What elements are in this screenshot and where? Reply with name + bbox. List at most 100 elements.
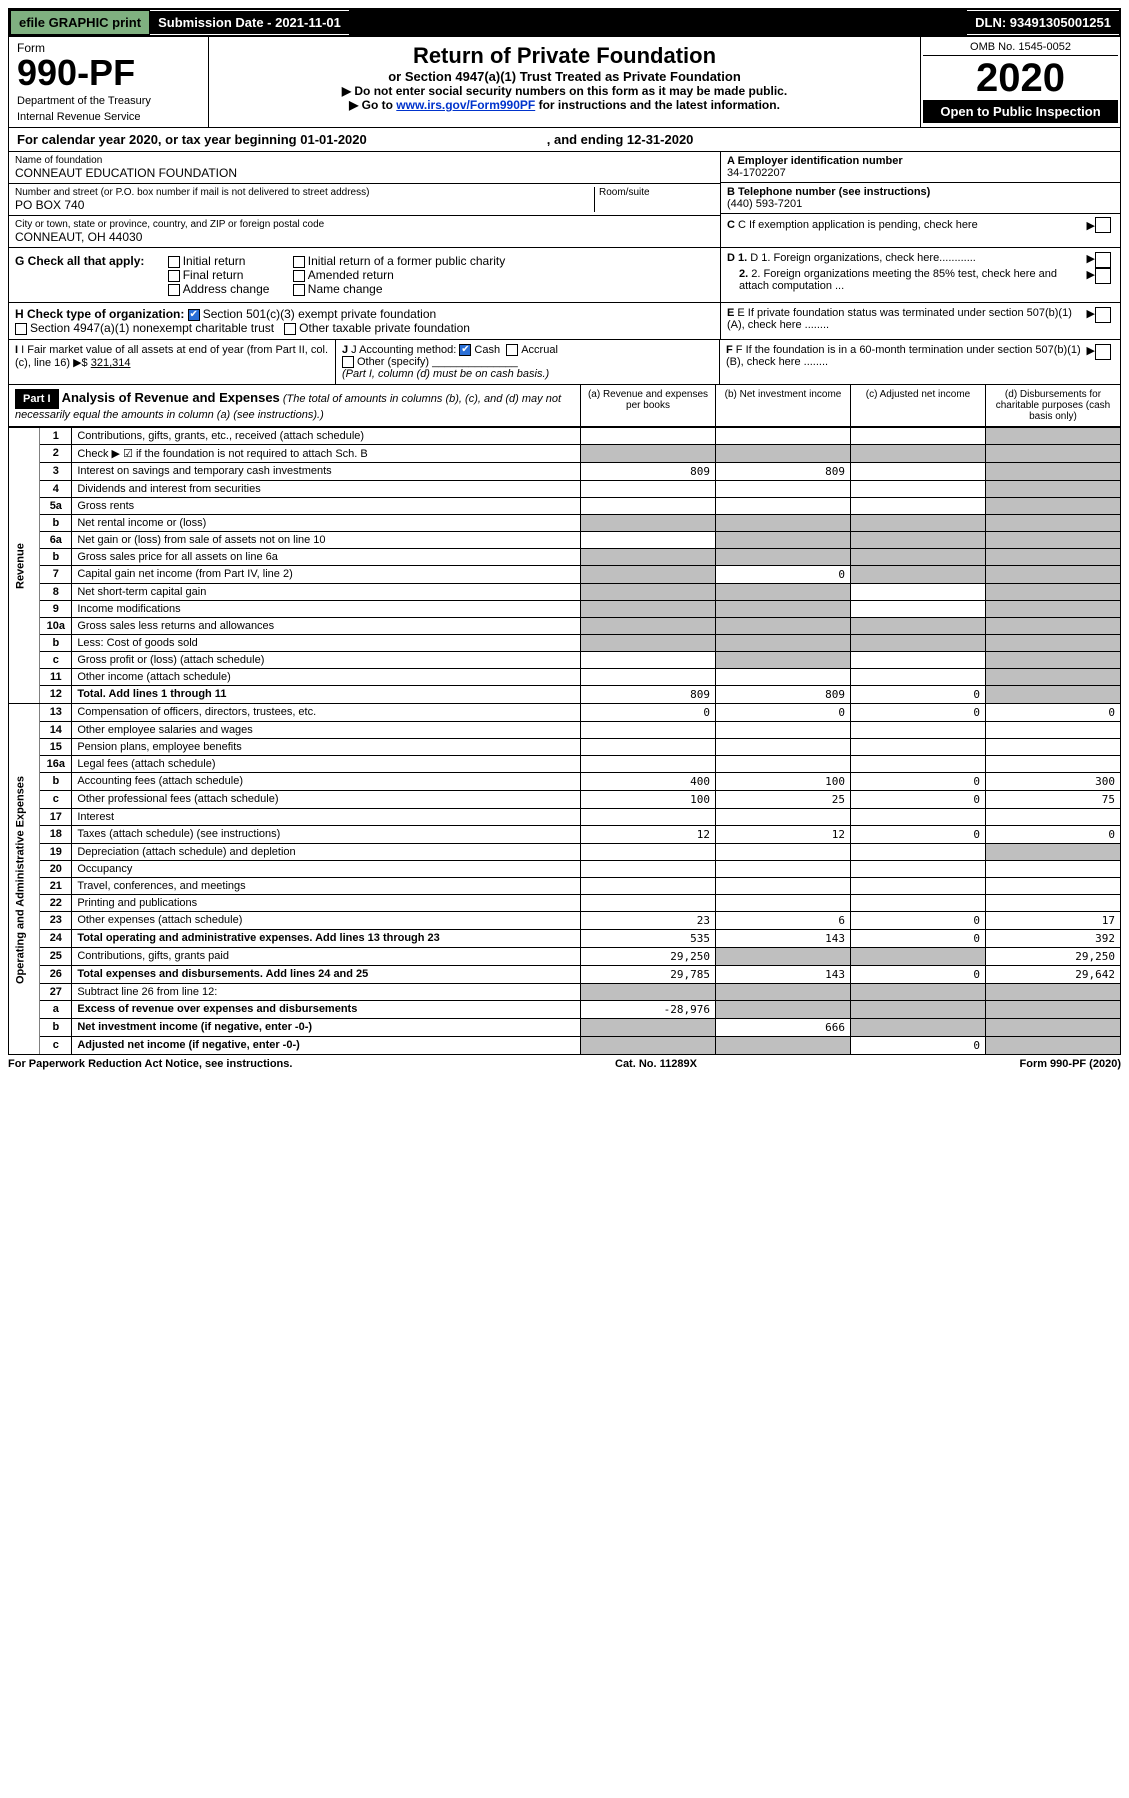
amount-cell: 17 (986, 912, 1121, 930)
line-number: 20 (40, 861, 72, 878)
form-number: 990-PF (17, 55, 200, 91)
amount-cell (986, 549, 1121, 566)
amount-cell (716, 739, 851, 756)
g-section: G Check all that apply: Initial return F… (9, 248, 720, 302)
amount-cell (716, 618, 851, 635)
h-4947[interactable] (15, 323, 27, 335)
d1-checkbox[interactable] (1095, 252, 1111, 268)
g-address-change[interactable] (168, 284, 180, 296)
amount-cell (986, 861, 1121, 878)
line-description: Net investment income (if negative, ente… (72, 1019, 581, 1037)
g-initial-return[interactable] (168, 256, 180, 268)
c-checkbox[interactable] (1095, 217, 1111, 233)
amount-cell: 0 (716, 566, 851, 584)
amount-cell: 0 (986, 826, 1121, 844)
amount-cell: 0 (851, 1037, 986, 1055)
line-number: 13 (40, 704, 72, 722)
line-description: Adjusted net income (if negative, enter … (72, 1037, 581, 1055)
amount-cell: 0 (986, 704, 1121, 722)
amount-cell: 0 (851, 966, 986, 984)
h-501c3[interactable] (188, 309, 200, 321)
amount-cell: 809 (581, 463, 716, 481)
line-description: Subtract line 26 from line 12: (72, 984, 581, 1001)
table-row: Revenue1Contributions, gifts, grants, et… (9, 428, 1121, 445)
amount-cell (986, 601, 1121, 618)
amount-cell (716, 878, 851, 895)
amount-cell (851, 722, 986, 739)
line-number: 7 (40, 566, 72, 584)
omb-number: OMB No. 1545-0052 (923, 39, 1118, 56)
amount-cell (851, 515, 986, 532)
g-final-return[interactable] (168, 270, 180, 282)
i-section: I I Fair market value of all assets at e… (9, 340, 336, 384)
d2-checkbox[interactable] (1095, 268, 1111, 284)
amount-cell (986, 584, 1121, 601)
j-cash[interactable] (459, 344, 471, 356)
line-description: Interest on savings and temporary cash i… (72, 463, 581, 481)
amount-cell (581, 722, 716, 739)
amount-cell (986, 498, 1121, 515)
amount-cell: 300 (986, 773, 1121, 791)
g-name-change[interactable] (293, 284, 305, 296)
amount-cell (851, 498, 986, 515)
h-other-taxable[interactable] (284, 323, 296, 335)
amount-cell (581, 549, 716, 566)
table-row: 15Pension plans, employee benefits (9, 739, 1121, 756)
g-initial-former[interactable] (293, 256, 305, 268)
amount-cell: 12 (716, 826, 851, 844)
cal-begin: 01-01-2020 (300, 132, 367, 147)
table-row: 22Printing and publications (9, 895, 1121, 912)
amount-cell (716, 948, 851, 966)
ssn-warning: ▶ Do not enter social security numbers o… (215, 84, 914, 98)
line-number: 5a (40, 498, 72, 515)
calendar-year-row: For calendar year 2020, or tax year begi… (8, 128, 1121, 152)
form-ref: Form 990-PF (2020) (1020, 1058, 1121, 1070)
i-j-f-row: I I Fair market value of all assets at e… (8, 340, 1121, 385)
line-number: a (40, 1001, 72, 1019)
amount-cell (716, 861, 851, 878)
j-accrual[interactable] (506, 344, 518, 356)
table-row: 2Check ▶ ☑ if the foundation is not requ… (9, 445, 1121, 463)
amount-cell (851, 669, 986, 686)
amount-cell: 809 (716, 463, 851, 481)
amount-cell (581, 498, 716, 515)
line-number: 16a (40, 756, 72, 773)
line-description: Travel, conferences, and meetings (72, 878, 581, 895)
cal-end: 12-31-2020 (627, 132, 694, 147)
amount-cell (851, 566, 986, 584)
part1-label: Part I (15, 389, 59, 409)
irs: Internal Revenue Service (17, 111, 200, 123)
table-row: 20Occupancy (9, 861, 1121, 878)
amount-cell (716, 984, 851, 1001)
line-description: Occupancy (72, 861, 581, 878)
g-amended[interactable] (293, 270, 305, 282)
amount-cell: -28,976 (581, 1001, 716, 1019)
goto-line: ▶ Go to www.irs.gov/Form990PF for instru… (215, 98, 914, 112)
line-description: Net short-term capital gain (72, 584, 581, 601)
amount-cell (851, 1001, 986, 1019)
amount-cell (716, 652, 851, 669)
ein: 34-1702207 (727, 167, 1114, 179)
amount-cell (851, 1019, 986, 1037)
open-public: Open to Public Inspection (923, 100, 1118, 123)
line-description: Legal fees (attach schedule) (72, 756, 581, 773)
j-other[interactable] (342, 356, 354, 368)
ein-label: A Employer identification number (727, 155, 1114, 167)
e-checkbox[interactable] (1095, 307, 1111, 323)
header-right: OMB No. 1545-0052 2020 Open to Public In… (920, 37, 1120, 127)
line-number: 15 (40, 739, 72, 756)
line-number: 6a (40, 532, 72, 549)
irs-link[interactable]: www.irs.gov/Form990PF (396, 98, 535, 112)
goto-post: for instructions and the latest informat… (535, 98, 780, 112)
amount-cell (716, 498, 851, 515)
amount-cell (581, 635, 716, 652)
amount-cell: 0 (581, 704, 716, 722)
form-title: Return of Private Foundation (215, 43, 914, 69)
g-label: G Check all that apply: (15, 254, 144, 268)
h-label: H Check type of organization: (15, 307, 184, 321)
f-checkbox[interactable] (1095, 344, 1111, 360)
line-number: 12 (40, 686, 72, 704)
efile-print-button[interactable]: efile GRAPHIC print (10, 10, 150, 35)
amount-cell (851, 844, 986, 861)
amount-cell: 29,250 (581, 948, 716, 966)
